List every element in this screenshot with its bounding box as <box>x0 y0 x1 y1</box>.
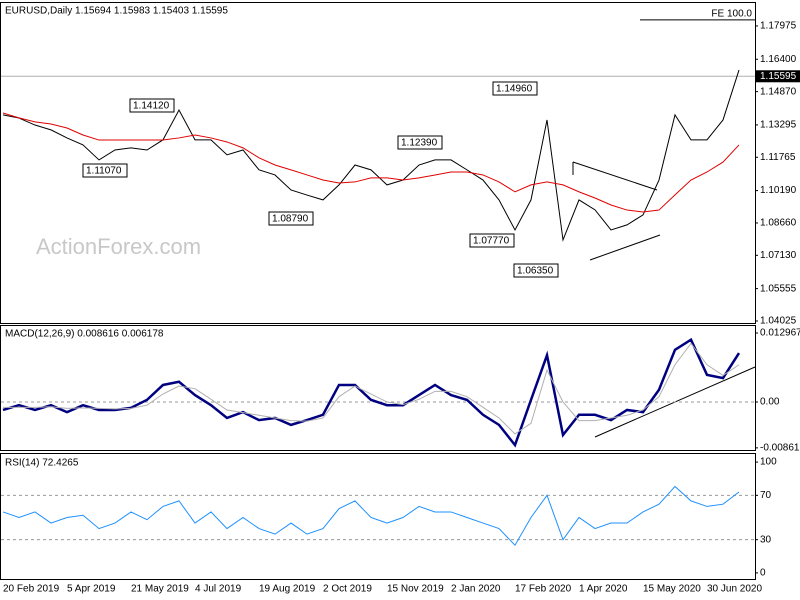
annotation: 1.08790 <box>272 214 309 225</box>
y-tick-label: 70 <box>760 490 772 501</box>
y-tick-label: 30 <box>760 534 772 545</box>
annotation: 1.11070 <box>86 166 122 177</box>
x-tick-label: 1 Apr 2020 <box>579 584 628 595</box>
trend-line <box>589 234 661 261</box>
annotation: 1.14960 <box>496 84 533 95</box>
annotation-box <box>513 263 559 278</box>
y-tick-label: 1.14870 <box>760 86 797 97</box>
y-tick-label: 100 <box>760 457 777 468</box>
y-tick-label: 1.11765 <box>760 152 796 163</box>
price-title: EURUSD,Daily 1.15694 1.15983 1.15403 1.1… <box>5 6 228 17</box>
y-tick-label: 1.13295 <box>760 120 797 131</box>
y-tick-label: 1.17975 <box>760 21 797 32</box>
trend-line <box>572 161 658 191</box>
y-tick-label: 1.05555 <box>760 283 797 294</box>
x-tick-label: 20 Feb 2019 <box>3 584 60 595</box>
series-line <box>2 485 740 547</box>
annotation: 1.06350 <box>517 266 554 277</box>
annotation: 1.14120 <box>133 101 170 112</box>
x-tick-label: 21 May 2019 <box>131 584 189 595</box>
x-tick-label: 30 Jun 2020 <box>707 584 762 595</box>
x-tick-label: 4 Jul 2019 <box>195 584 242 595</box>
y-tick-label: 0 <box>760 568 766 579</box>
x-tick-label: 5 Apr 2019 <box>67 584 116 595</box>
watermark: ActionForex.com <box>36 234 201 259</box>
x-tick-label: 19 Aug 2019 <box>259 584 316 595</box>
fe-label: FE 100.0 <box>711 9 752 20</box>
series-line <box>2 69 740 242</box>
y-tick-label: 0.012967 <box>760 328 800 339</box>
rsi-panel <box>0 453 756 580</box>
x-tick-label: 2 Oct 2019 <box>323 584 372 595</box>
y-tick-label: 1.16400 <box>760 54 797 65</box>
y-tick-label: 1.10190 <box>760 185 797 196</box>
y-tick-label: 1.04025 <box>760 316 797 327</box>
annotation-box <box>492 81 538 96</box>
x-tick-label: 15 Nov 2019 <box>387 584 444 595</box>
series-line <box>2 112 740 213</box>
macd-title: MACD(12,26,9) 0.008616 0.006178 <box>5 329 164 340</box>
x-tick-label: 17 Feb 2020 <box>515 584 572 595</box>
y-tick-label: 1.08660 <box>760 218 797 229</box>
series-line <box>3 342 740 435</box>
annotation-box <box>129 98 175 113</box>
y-tick-label: 1.07130 <box>760 250 797 261</box>
annotation-box <box>268 211 314 226</box>
y-tick-label: 0.00 <box>760 397 780 408</box>
annotation-box <box>469 233 515 248</box>
annotation: 1.12390 <box>401 138 438 149</box>
rsi-title: RSI(14) 72.4265 <box>5 458 79 469</box>
x-tick-label: 15 May 2020 <box>643 584 701 595</box>
last-price-label: 1.15595 <box>760 71 797 82</box>
price-panel <box>0 2 756 324</box>
annotation: 1.07770 <box>473 236 510 247</box>
annotation-box <box>82 163 128 178</box>
last-price-box <box>756 70 800 83</box>
y-tick-label: -0.008616 <box>760 442 800 453</box>
annotation-box <box>397 135 443 150</box>
macd-panel <box>0 325 756 451</box>
x-tick-label: 2 Jan 2020 <box>451 584 501 595</box>
